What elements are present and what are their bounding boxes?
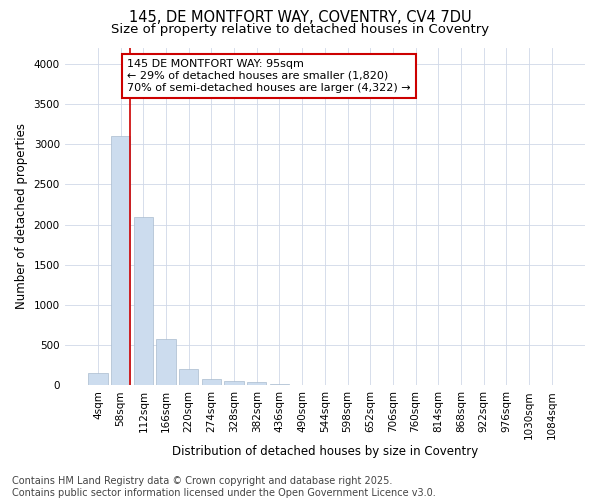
Bar <box>157 339 176 386</box>
Bar <box>134 218 153 386</box>
Bar <box>270 384 289 386</box>
Bar <box>247 382 266 386</box>
Bar <box>88 373 107 386</box>
Bar <box>224 381 244 386</box>
X-axis label: Distribution of detached houses by size in Coventry: Distribution of detached houses by size … <box>172 444 478 458</box>
Bar <box>179 368 199 386</box>
Y-axis label: Number of detached properties: Number of detached properties <box>15 124 28 310</box>
Text: 145, DE MONTFORT WAY, COVENTRY, CV4 7DU: 145, DE MONTFORT WAY, COVENTRY, CV4 7DU <box>128 10 472 25</box>
Text: Contains HM Land Registry data © Crown copyright and database right 2025.
Contai: Contains HM Land Registry data © Crown c… <box>12 476 436 498</box>
Bar <box>202 378 221 386</box>
Text: Size of property relative to detached houses in Coventry: Size of property relative to detached ho… <box>111 22 489 36</box>
Bar <box>111 136 130 386</box>
Text: 145 DE MONTFORT WAY: 95sqm
← 29% of detached houses are smaller (1,820)
70% of s: 145 DE MONTFORT WAY: 95sqm ← 29% of deta… <box>127 60 411 92</box>
